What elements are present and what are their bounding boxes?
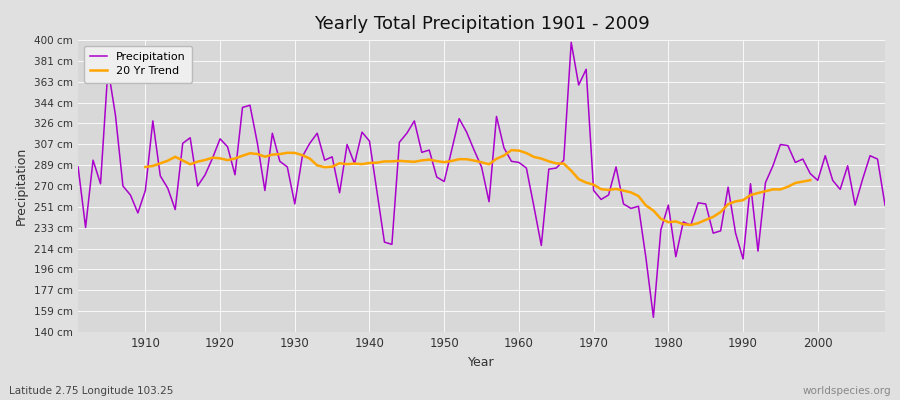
Line: Precipitation: Precipitation (78, 42, 885, 317)
20 Yr Trend (707, 214, 718, 219)
Precipitation (73, 164, 84, 169)
20 Yr Trend (506, 148, 517, 152)
Precipitation (297, 154, 308, 159)
Precipitation (514, 160, 525, 165)
20 Yr Trend (685, 222, 696, 227)
Title: Yearly Total Precipitation 1901 - 2009: Yearly Total Precipitation 1901 - 2009 (314, 15, 650, 33)
Legend: Precipitation, 20 Yr Trend: Precipitation, 20 Yr Trend (84, 46, 193, 82)
Precipitation (342, 142, 353, 147)
20 Yr Trend (140, 164, 151, 169)
Y-axis label: Precipitation: Precipitation (15, 147, 28, 225)
20 Yr Trend (342, 162, 353, 166)
Precipitation (566, 40, 577, 45)
Precipitation (648, 315, 659, 320)
Precipitation (879, 203, 890, 208)
Precipitation (506, 159, 517, 164)
Text: Latitude 2.75 Longitude 103.25: Latitude 2.75 Longitude 103.25 (9, 386, 174, 396)
Line: 20 Yr Trend: 20 Yr Trend (146, 150, 810, 225)
20 Yr Trend (790, 180, 801, 185)
20 Yr Trend (610, 186, 621, 191)
20 Yr Trend (723, 202, 734, 206)
X-axis label: Year: Year (468, 356, 495, 369)
Precipitation (132, 210, 143, 215)
Precipitation (610, 164, 621, 169)
Text: worldspecies.org: worldspecies.org (803, 386, 891, 396)
20 Yr Trend (805, 178, 815, 182)
20 Yr Trend (230, 156, 240, 161)
